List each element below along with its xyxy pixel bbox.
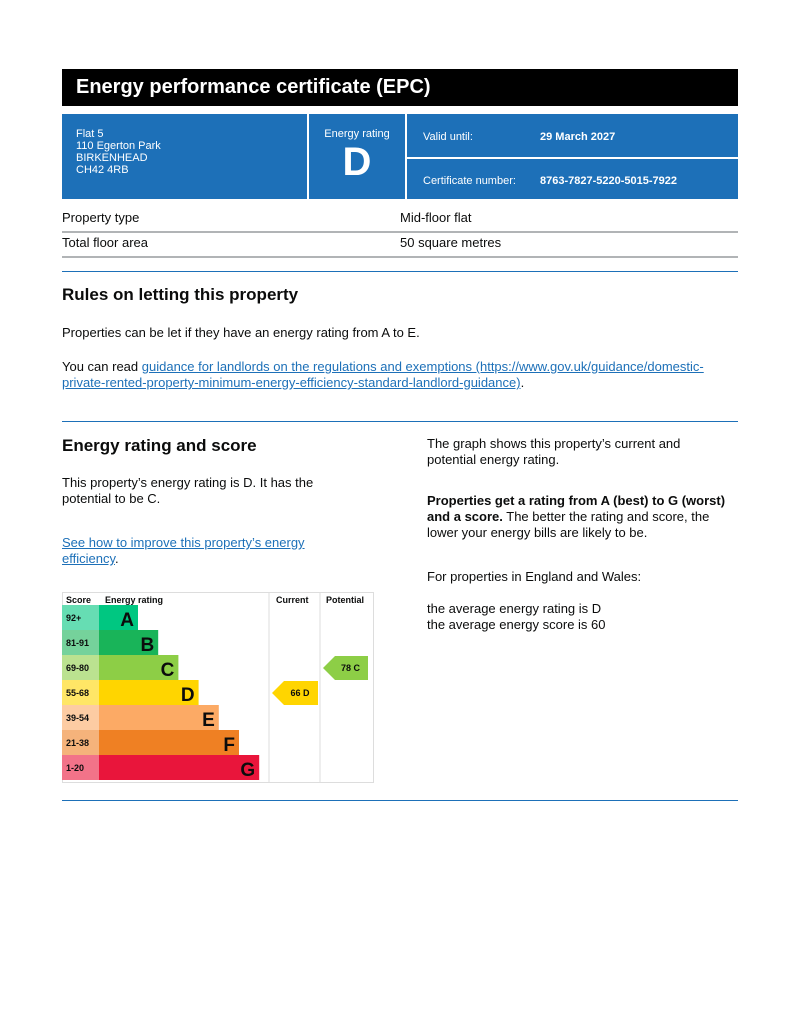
- band-letter: G: [240, 760, 255, 781]
- band-letter: B: [140, 635, 154, 656]
- rules-guidance: You can read guidance for landlords on t…: [62, 359, 722, 391]
- score-cell-D: [62, 680, 99, 705]
- energy-rating-label: Energy rating: [324, 128, 390, 140]
- row-value: 50 square metres: [400, 235, 502, 250]
- current-rating-label: 66 D: [290, 688, 310, 698]
- potential-rating-arrow: [323, 656, 368, 680]
- certificate-number: Certificate number: 8763-7827-5220-5015-…: [407, 159, 738, 199]
- improve-link[interactable]: See how to improve this property’s energ…: [62, 535, 305, 566]
- band-letter: C: [161, 660, 175, 681]
- rating-bar-D: [99, 680, 199, 705]
- divider: [62, 271, 738, 272]
- page-title: Energy performance certificate (EPC): [62, 69, 738, 106]
- property-type-row: Property type Mid-floor flat: [62, 207, 738, 233]
- certificate-number-label: Certificate number:: [423, 175, 516, 187]
- valid-until-value: 29 March 2027: [540, 131, 616, 143]
- divider: [62, 800, 738, 801]
- average-score: the average energy score is 60: [427, 617, 606, 632]
- score-cell-G: [62, 755, 99, 780]
- certificate-number-value: 8763-7827-5220-5015-7922: [540, 175, 678, 187]
- score-cell-A: [62, 605, 99, 630]
- energy-rating-chart: Score Energy rating Current Potential 92+ A 81…: [62, 592, 374, 783]
- score-text: This property’s energy rating is D. It h…: [62, 475, 314, 506]
- band-letter: D: [181, 685, 195, 706]
- score-range-label: 1-20: [66, 763, 84, 773]
- score-range-label: 92+: [66, 613, 81, 623]
- rating-bar-G: [99, 755, 260, 780]
- rules-heading: Rules on letting this property: [62, 285, 299, 304]
- score-range-label: 81-91: [66, 638, 89, 648]
- score-heading: Energy rating and score: [62, 436, 257, 455]
- text: .: [520, 375, 525, 390]
- rating-bar-E: [99, 705, 219, 730]
- column-header: Current: [276, 595, 309, 605]
- text: The better the rating and score, the low…: [427, 509, 710, 540]
- energy-rating-value: D: [342, 140, 372, 184]
- rating-explanation: Properties get a rating from A (best) to…: [427, 493, 742, 541]
- potential-rating-label: 78 C: [341, 663, 361, 673]
- rating-bar-A: [99, 605, 138, 630]
- column-header: Potential: [326, 595, 364, 605]
- band-letter: F: [223, 735, 235, 756]
- rules-text: Properties can be let if they have an en…: [62, 325, 420, 340]
- valid-until: Valid until: 29 March 2027: [407, 114, 738, 157]
- score-cell-E: [62, 705, 99, 730]
- score-cell-B: [62, 630, 99, 655]
- region-text: For properties in England and Wales:: [427, 569, 642, 584]
- row-label: Property type: [62, 210, 140, 225]
- score-range-label: 69-80: [66, 663, 89, 673]
- rating-bar-B: [99, 630, 159, 655]
- rating-bar-C: [99, 655, 179, 680]
- address-line: 110 Egerton Park: [76, 140, 161, 152]
- average-rating: the average energy rating is D: [427, 601, 602, 616]
- rating-bar-F: [99, 730, 239, 755]
- divider: [62, 421, 738, 422]
- row-value: Mid-floor flat: [400, 210, 472, 225]
- address-line: BIRKENHEAD: [76, 152, 148, 164]
- improve-paragraph: See how to improve this property’s energ…: [62, 535, 332, 567]
- score-cell-C: [62, 655, 99, 680]
- bold-text: Properties get a rating from A (best) to…: [427, 493, 726, 524]
- energy-rating-box: Energy rating D: [309, 114, 405, 199]
- score-range-label: 21-38: [66, 738, 89, 748]
- band-letter: A: [120, 610, 134, 631]
- column-header: Energy rating: [105, 595, 163, 605]
- text: You can read: [62, 359, 142, 374]
- text: .: [115, 551, 119, 566]
- guidance-link[interactable]: guidance for landlords on the regulation…: [62, 359, 704, 390]
- score-range-label: 39-54: [66, 713, 89, 723]
- address-line: Flat 5: [76, 128, 104, 140]
- band-letter: E: [202, 710, 215, 731]
- column-header: Score: [66, 595, 91, 605]
- address: Flat 5 110 Egerton Park BIRKENHEAD CH42 …: [62, 114, 307, 199]
- address-line: CH42 4RB: [76, 164, 129, 176]
- floor-area-row: Total floor area 50 square metres: [62, 232, 738, 258]
- current-rating-arrow: [272, 681, 318, 705]
- valid-until-label: Valid until:: [423, 131, 473, 143]
- graph-description: The graph shows this property’s current …: [427, 436, 681, 467]
- score-cell-F: [62, 730, 99, 755]
- score-range-label: 55-68: [66, 688, 89, 698]
- row-label: Total floor area: [62, 235, 148, 250]
